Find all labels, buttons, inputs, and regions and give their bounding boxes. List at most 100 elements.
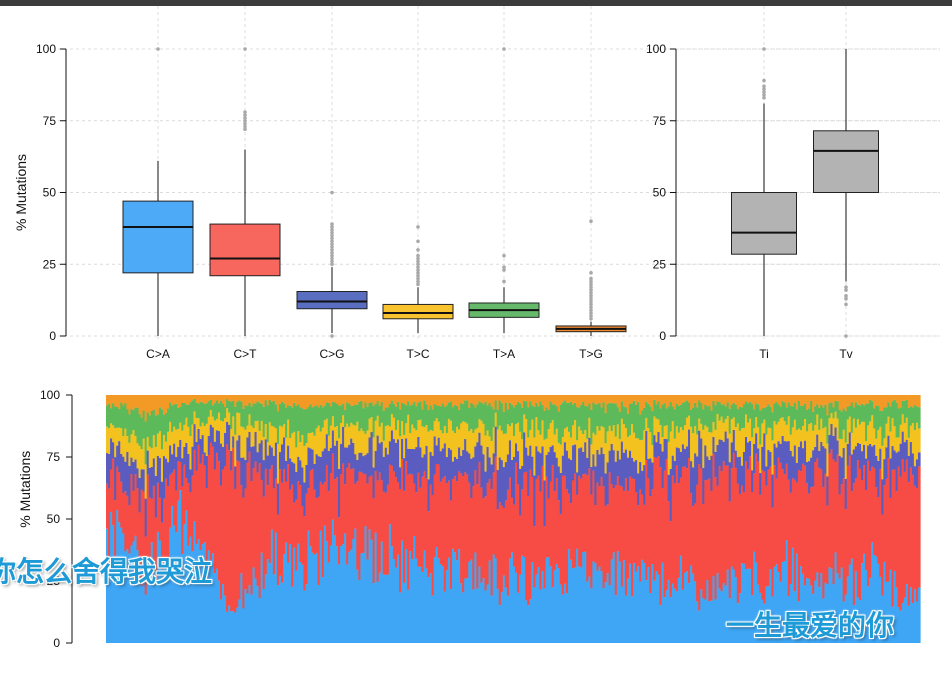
segment-C>A — [234, 612, 237, 643]
outlier-point — [330, 222, 334, 226]
segment-T>G — [274, 395, 278, 405]
segment-C>T — [201, 454, 205, 545]
segment-C>A — [386, 574, 390, 643]
segment-T>G — [246, 395, 250, 407]
segment-T>A — [738, 407, 742, 431]
segment-T>A — [437, 405, 441, 422]
segment-T>A — [116, 407, 119, 428]
segment-T>C — [722, 422, 726, 442]
sample-bar — [753, 395, 756, 643]
segment-C>A — [850, 558, 854, 643]
segment-T>C — [791, 427, 795, 457]
segment-C>A — [631, 596, 634, 643]
segment-C>G — [643, 465, 646, 505]
segment-T>G — [740, 395, 744, 408]
segment-C>T — [431, 495, 435, 596]
segment-C>A — [852, 604, 856, 643]
segment-T>A — [134, 407, 138, 437]
segment-C>T — [177, 461, 180, 501]
sample-bar — [848, 395, 852, 643]
segment-C>T — [647, 478, 650, 568]
segment-T>C — [795, 430, 799, 463]
sample-bar — [561, 395, 565, 643]
segment-C>G — [126, 451, 129, 496]
segment-T>A — [248, 402, 252, 415]
segment-T>C — [482, 423, 486, 455]
segment-C>G — [905, 439, 909, 460]
segment-C>A — [502, 575, 506, 643]
segment-C>G — [203, 452, 207, 466]
sample-bar — [429, 395, 433, 643]
segment-C>G — [171, 454, 174, 473]
segment-T>A — [370, 402, 374, 418]
segment-T>G — [846, 395, 850, 407]
segment-T>A — [594, 404, 598, 435]
sample-bar — [673, 395, 677, 643]
sample-bar — [421, 395, 425, 643]
segment-C>T — [199, 463, 203, 550]
segment-C>G — [830, 424, 834, 450]
sample-bar — [309, 395, 313, 643]
segment-T>G — [869, 395, 872, 400]
segment-T>G — [486, 395, 490, 406]
segment-C>A — [399, 592, 402, 643]
segment-T>G — [728, 395, 732, 409]
sample-bar — [777, 395, 781, 643]
segment-C>A — [488, 560, 492, 643]
segment-C>G — [553, 452, 557, 492]
segment-T>G — [688, 395, 691, 403]
segment-T>A — [478, 401, 482, 420]
segment-T>A — [555, 406, 559, 429]
segment-C>G — [413, 449, 416, 484]
segment-T>A — [366, 406, 370, 431]
segment-C>G — [429, 452, 433, 485]
segment-C>A — [891, 606, 895, 643]
segment-C>A — [140, 585, 144, 643]
segment-C>G — [466, 451, 469, 475]
segment-C>G — [108, 453, 111, 489]
sample-bar — [584, 395, 587, 643]
segment-C>G — [494, 426, 498, 457]
segment-C>A — [624, 595, 628, 643]
segment-T>G — [816, 395, 819, 405]
segment-T>G — [474, 395, 477, 408]
segment-C>T — [464, 472, 467, 579]
segment-T>A — [309, 404, 313, 433]
segment-T>A — [728, 408, 732, 434]
segment-C>T — [852, 482, 856, 605]
segment-C>A — [435, 547, 439, 643]
segment-C>G — [834, 427, 838, 462]
segment-T>A — [820, 404, 823, 419]
segment-T>C — [626, 436, 630, 458]
segment-T>G — [651, 395, 655, 412]
segment-C>G — [244, 460, 248, 489]
segment-C>G — [238, 435, 241, 462]
segment-C>A — [612, 552, 616, 643]
sample-bar — [397, 395, 400, 643]
segment-T>C — [116, 427, 119, 446]
segment-C>G — [205, 456, 209, 488]
segment-T>A — [515, 404, 518, 424]
segment-T>A — [431, 409, 435, 431]
segment-C>A — [390, 546, 394, 643]
segment-C>A — [696, 601, 699, 643]
segment-C>G — [820, 441, 823, 470]
segment-T>G — [549, 395, 553, 402]
segment-C>T — [254, 461, 258, 579]
segment-C>A — [197, 539, 201, 643]
segment-T>C — [608, 425, 612, 451]
segment-C>A — [445, 570, 449, 643]
segment-T>C — [669, 431, 673, 469]
outlier-point — [330, 236, 334, 241]
sample-bar — [447, 395, 451, 643]
segment-T>G — [211, 395, 215, 406]
segment-C>G — [628, 450, 632, 477]
sample-bar — [370, 395, 374, 643]
sample-bar — [484, 395, 488, 643]
segment-C>A — [248, 585, 252, 643]
box-C>T — [209, 223, 281, 277]
segment-T>G — [476, 395, 480, 405]
segment-C>T — [586, 475, 589, 582]
segment-C>A — [421, 571, 425, 643]
segment-C>A — [838, 578, 842, 643]
